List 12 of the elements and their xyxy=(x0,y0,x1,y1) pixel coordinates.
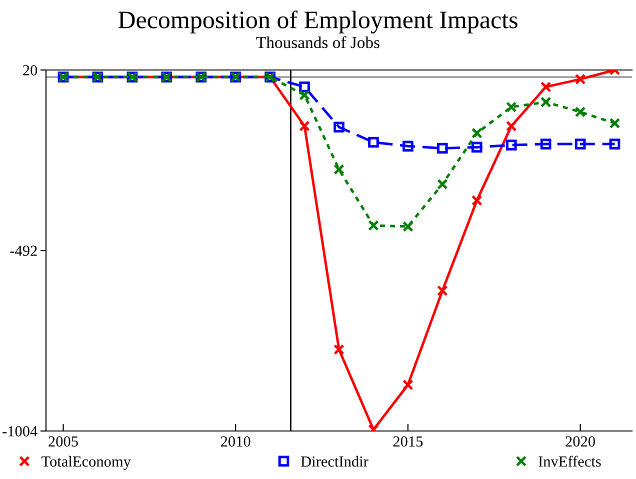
x-tick-label: 2005 xyxy=(48,436,78,447)
legend-label: TotalEconomy xyxy=(42,456,131,470)
x-tick-label: 2015 xyxy=(393,436,423,447)
legend-label: DirectIndir xyxy=(300,456,368,467)
y-tick-label: -1004 xyxy=(2,426,38,436)
chart-title: Decomposition of Employment Impacts xyxy=(118,10,518,34)
y-tick-label: 20 xyxy=(23,65,38,76)
y-tick-label: -492 xyxy=(10,246,37,256)
chart-subtitle: Thousands of Jobs xyxy=(256,36,380,48)
legend-label: InvEffects xyxy=(538,456,601,467)
x-tick-label: 2020 xyxy=(566,436,595,447)
x-tick-label: 2010 xyxy=(220,436,250,447)
